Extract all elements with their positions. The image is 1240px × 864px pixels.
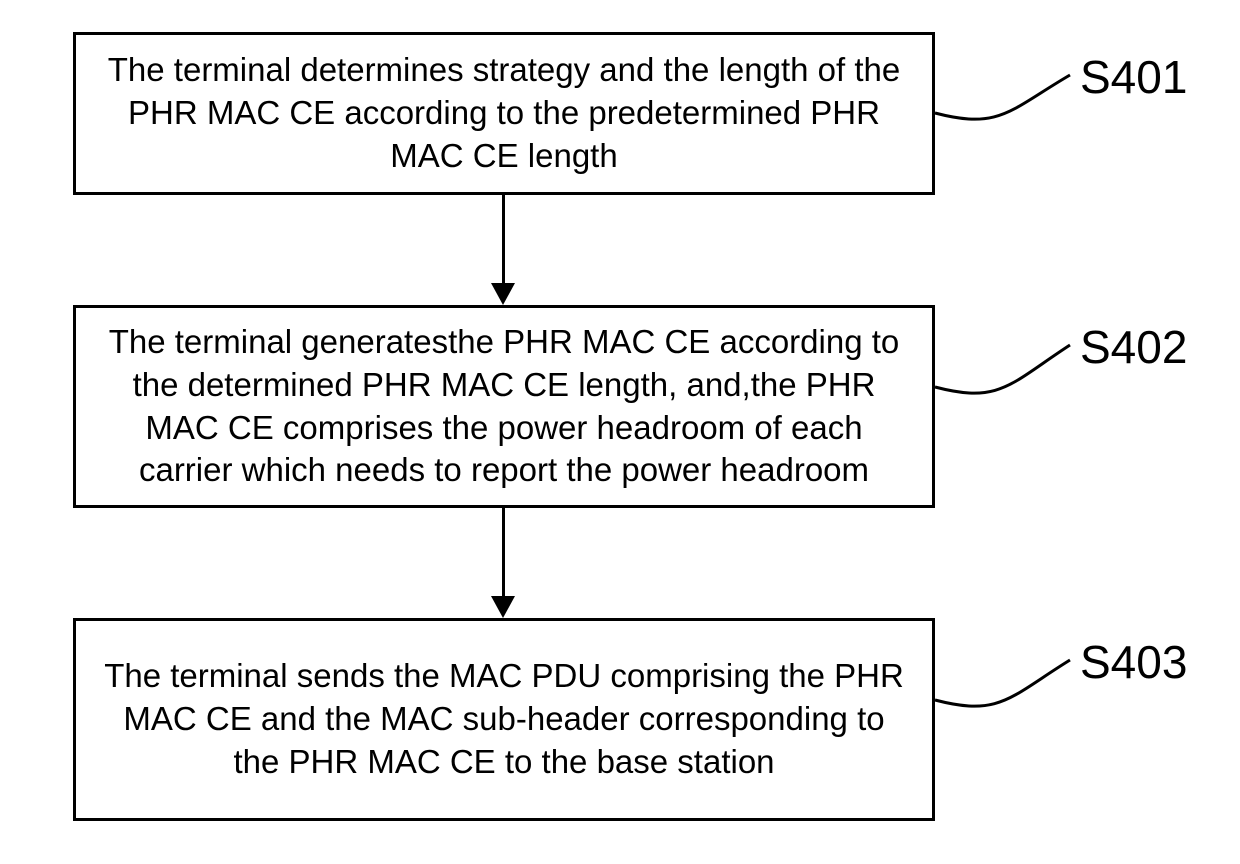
arrow-s401-s402 [502, 195, 505, 287]
flow-step-text: The terminal sends the MAC PDU comprisin… [96, 655, 912, 784]
arrow-head-s402-s403 [491, 596, 515, 618]
flow-step-s402: The terminal generatesthe PHR MAC CE acc… [73, 305, 935, 508]
flow-step-s403: The terminal sends the MAC PDU comprisin… [73, 618, 935, 821]
step-label-s401: S401 [1080, 50, 1187, 104]
step-label-s402: S402 [1080, 320, 1187, 374]
flow-step-text: The terminal generatesthe PHR MAC CE acc… [96, 321, 912, 493]
step-label-s403: S403 [1080, 635, 1187, 689]
arrow-s402-s403 [502, 508, 505, 600]
flow-step-s401: The terminal determines strategy and the… [73, 32, 935, 195]
arrow-head-s401-s402 [491, 283, 515, 305]
flow-step-text: The terminal determines strategy and the… [96, 49, 912, 178]
